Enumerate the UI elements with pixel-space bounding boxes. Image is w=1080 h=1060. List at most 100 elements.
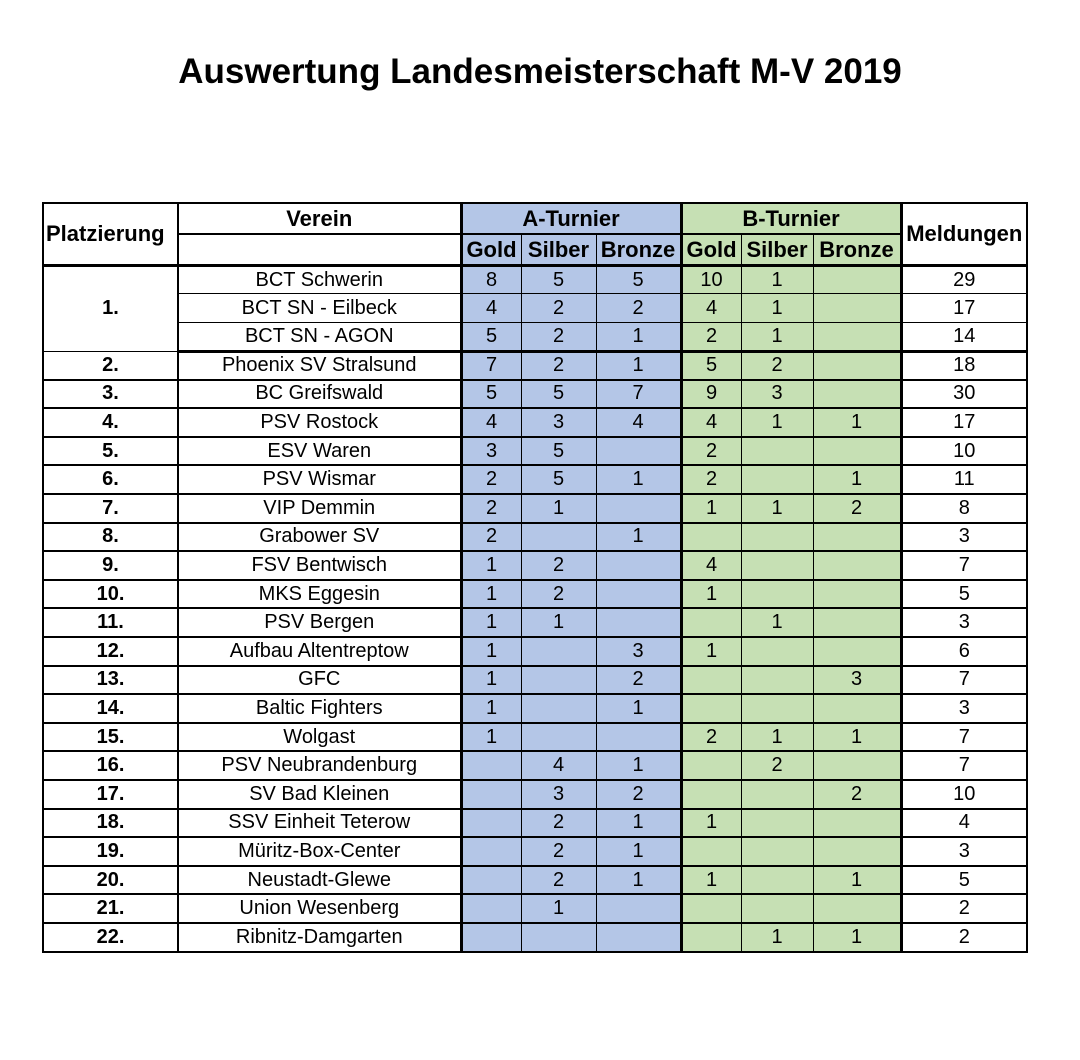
a-gold-cell: 1: [459, 636, 521, 667]
b-gold-cell: 9: [679, 379, 742, 410]
a-silber-cell: 1: [520, 494, 596, 524]
meldungen-cell: 11: [899, 465, 1028, 495]
meldungen-cell: 3: [899, 837, 1028, 867]
a-silber-cell: 2: [520, 293, 596, 323]
a-gold-cell: 1: [459, 579, 521, 610]
a-bronze-cell: 4: [595, 408, 682, 438]
a-gold-cell: [459, 779, 521, 810]
club-cell: PSV Wismar: [177, 465, 461, 495]
a-silber-cell: 2: [520, 322, 596, 353]
a-gold-cell: 1: [459, 694, 521, 724]
a-silber-cell: [520, 665, 596, 696]
header-b-gold: Gold: [679, 234, 742, 267]
b-gold-cell: [679, 665, 742, 696]
a-gold-cell: 8: [459, 265, 521, 295]
a-silber-cell: 2: [520, 551, 596, 581]
header-b-bronze: Bronze: [812, 234, 902, 267]
club-cell: BCT SN - Eilbeck: [177, 293, 461, 323]
table-row: 14. Baltic Fighters 1 1 3: [43, 694, 1028, 724]
table-row: 20. Neustadt-Glewe 2 1 1 1 5: [43, 865, 1028, 896]
club-cell: GFC: [177, 665, 461, 696]
b-bronze-cell: 2: [812, 779, 902, 810]
meldungen-cell: 7: [899, 751, 1028, 781]
b-gold-cell: 1: [679, 494, 742, 524]
a-bronze-cell: [595, 579, 682, 610]
b-gold-cell: [679, 522, 742, 553]
b-bronze-cell: [812, 322, 902, 353]
table-row: 18. SSV Einheit Teterow 2 1 1 4: [43, 808, 1028, 839]
b-silber-cell: [740, 551, 814, 581]
club-cell: MKS Eggesin: [177, 579, 461, 610]
table-row: 17. SV Bad Kleinen 3 2 2 10: [43, 779, 1028, 810]
b-silber-cell: [740, 894, 814, 924]
b-bronze-cell: [812, 608, 902, 638]
b-gold-cell: [679, 922, 742, 953]
b-silber-cell: [740, 522, 814, 553]
rank-cell: 2.: [43, 351, 178, 381]
b-bronze-cell: 1: [812, 722, 902, 753]
a-silber-cell: 2: [520, 865, 596, 896]
club-cell: BCT SN - AGON: [177, 322, 461, 353]
table-row: 10. MKS Eggesin 1 2 1 5: [43, 579, 1028, 610]
club-cell: SSV Einheit Teterow: [177, 808, 461, 839]
a-gold-cell: 2: [459, 465, 521, 495]
meldungen-cell: 5: [899, 579, 1028, 610]
a-gold-cell: 2: [459, 522, 521, 553]
meldungen-cell: 2: [899, 922, 1028, 953]
results-table: Platzierung Verein A-Turnier B-Turnier M…: [42, 202, 1029, 953]
b-bronze-cell: [812, 522, 902, 553]
a-gold-cell: [459, 808, 521, 839]
b-silber-cell: [740, 665, 814, 696]
b-gold-cell: [679, 608, 742, 638]
meldungen-cell: 7: [899, 551, 1028, 581]
b-gold-cell: [679, 894, 742, 924]
b-bronze-cell: [812, 551, 902, 581]
a-bronze-cell: 1: [595, 865, 682, 896]
rank-cell: 21.: [43, 894, 178, 924]
b-silber-cell: [740, 636, 814, 667]
a-gold-cell: 5: [459, 379, 521, 410]
table-row: 8. Grabower SV 2 1 3: [43, 522, 1028, 553]
table-row: 9. FSV Bentwisch 1 2 4 7: [43, 551, 1028, 581]
header-a-turnier: A-Turnier: [459, 203, 682, 236]
b-bronze-cell: [812, 379, 902, 410]
header-platzierung: Platzierung: [43, 203, 178, 267]
club-cell: PSV Neubrandenburg: [177, 751, 461, 781]
a-silber-cell: 2: [520, 808, 596, 839]
meldungen-cell: 8: [899, 494, 1028, 524]
rank-cell: 20.: [43, 865, 178, 896]
b-silber-cell: [740, 779, 814, 810]
a-bronze-cell: 3: [595, 636, 682, 667]
table-row: BCT SN - Eilbeck 4 2 2 4 1 17: [43, 293, 1028, 323]
a-gold-cell: [459, 894, 521, 924]
a-bronze-cell: [595, 722, 682, 753]
a-silber-cell: 5: [520, 436, 596, 467]
b-silber-cell: 1: [740, 322, 814, 353]
a-gold-cell: 1: [459, 608, 521, 638]
header-b-silber: Silber: [740, 234, 814, 267]
meldungen-cell: 18: [899, 351, 1028, 381]
b-gold-cell: 4: [679, 551, 742, 581]
b-bronze-cell: [812, 636, 902, 667]
meldungen-cell: 5: [899, 865, 1028, 896]
a-bronze-cell: [595, 922, 682, 953]
meldungen-cell: 3: [899, 694, 1028, 724]
table-row: 21. Union Wesenberg 1 2: [43, 894, 1028, 924]
table-row: 15. Wolgast 1 2 1 1 7: [43, 722, 1028, 753]
b-gold-cell: [679, 779, 742, 810]
b-bronze-cell: 3: [812, 665, 902, 696]
b-silber-cell: [740, 865, 814, 896]
b-gold-cell: 5: [679, 351, 742, 381]
club-cell: ESV Waren: [177, 436, 461, 467]
rank-cell: 7.: [43, 494, 178, 524]
a-silber-cell: [520, 922, 596, 953]
header-verein-empty: [177, 234, 461, 267]
b-gold-cell: [679, 837, 742, 867]
a-bronze-cell: 1: [595, 808, 682, 839]
b-silber-cell: 1: [740, 265, 814, 295]
a-gold-cell: [459, 865, 521, 896]
a-bronze-cell: 1: [595, 751, 682, 781]
b-silber-cell: 1: [740, 408, 814, 438]
b-gold-cell: 1: [679, 808, 742, 839]
meldungen-cell: 3: [899, 522, 1028, 553]
